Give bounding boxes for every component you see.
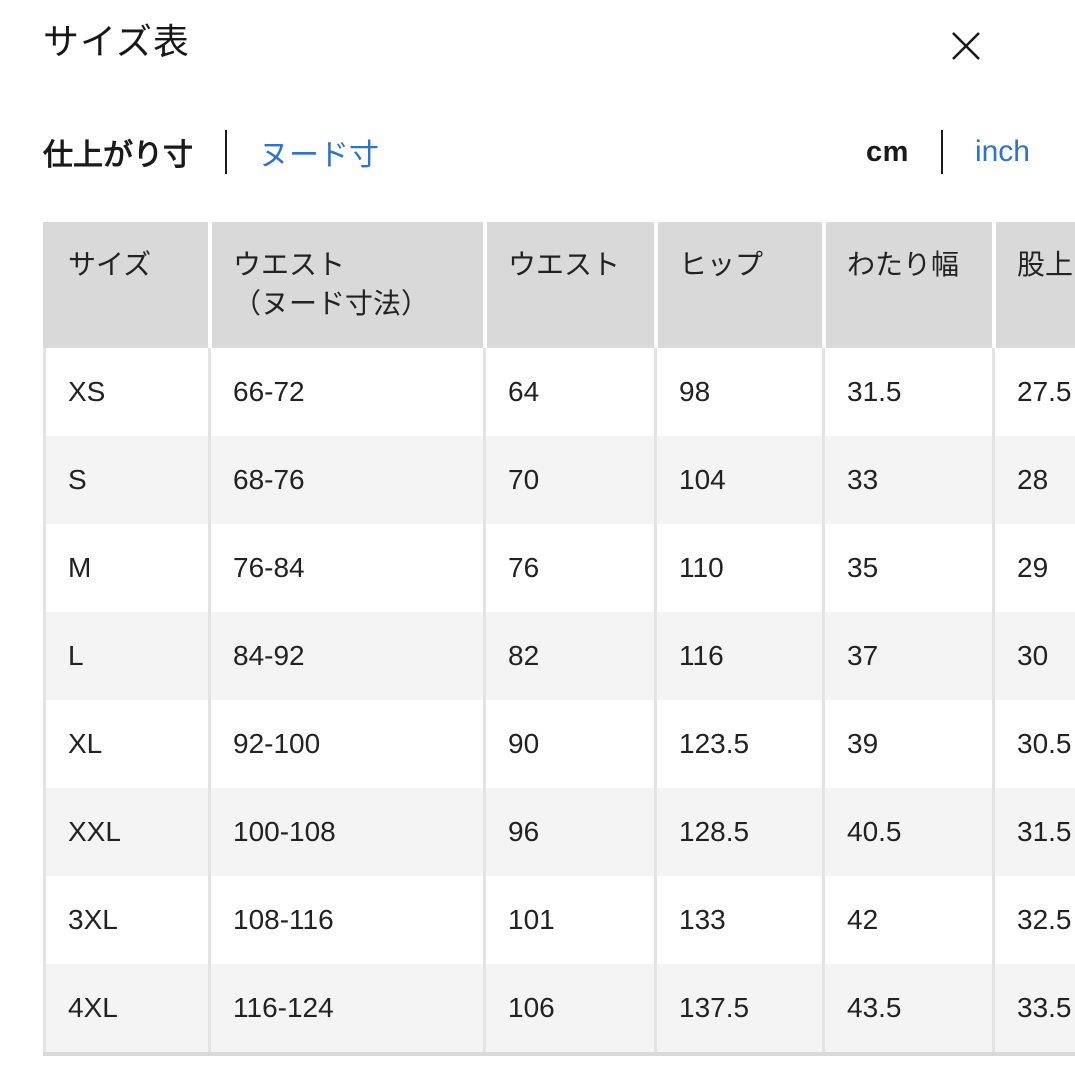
size-cell: XXL — [43, 788, 208, 876]
value-cell: 128.5 — [654, 788, 822, 876]
size-table-scroll-area[interactable]: サイズ ウエスト （ヌード寸法） ウエスト ヒップ わたり幅 股上 XS 66-72 64 98 3… — [43, 222, 1075, 1056]
value-cell: 116 — [654, 612, 822, 700]
value-cell: 116-124 — [208, 964, 483, 1052]
value-cell: 110 — [654, 524, 822, 612]
measurement-option-finished[interactable]: 仕上がり寸 — [43, 139, 193, 172]
value-cell: 137.5 — [654, 964, 822, 1052]
size-cell: S — [43, 436, 208, 524]
column-header: 股上 — [992, 222, 1075, 348]
column-header: ウエスト — [483, 222, 654, 348]
value-cell: 32.5 — [992, 876, 1075, 964]
value-cell: 33 — [822, 436, 992, 524]
value-cell: 39 — [822, 700, 992, 788]
table-row: XL 92-100 90 123.5 39 30.5 — [43, 700, 1075, 788]
value-cell: 76 — [483, 524, 654, 612]
toggle-divider — [940, 130, 943, 174]
measurement-option-nude[interactable]: ヌード寸 — [259, 139, 379, 172]
value-cell: 28 — [992, 436, 1075, 524]
close-icon — [948, 28, 984, 64]
unit-toggle: cm inch — [866, 130, 1030, 174]
column-header: ヒップ — [654, 222, 822, 348]
value-cell: 30 — [992, 612, 1075, 700]
value-cell: 33.5 — [992, 964, 1075, 1052]
value-cell: 66-72 — [208, 348, 483, 436]
unit-option-inch[interactable]: inch — [974, 135, 1030, 168]
value-cell: 104 — [654, 436, 822, 524]
value-cell: 98 — [654, 348, 822, 436]
value-cell: 31.5 — [822, 348, 992, 436]
size-table-body: XS 66-72 64 98 31.5 27.5 S 68-76 70 104 33 28 M 76-84… — [43, 348, 1075, 1052]
size-cell: M — [43, 524, 208, 612]
value-cell: 68-76 — [208, 436, 483, 524]
table-row: M 76-84 76 110 35 29 — [43, 524, 1075, 612]
toggle-divider — [225, 130, 227, 174]
close-button[interactable] — [944, 24, 988, 68]
value-cell: 76-84 — [208, 524, 483, 612]
value-cell: 133 — [654, 876, 822, 964]
chart-controls: 仕上がり寸 ヌード寸 cm inch — [43, 128, 1030, 176]
value-cell: 37 — [822, 612, 992, 700]
size-cell: L — [43, 612, 208, 700]
size-cell: XL — [43, 700, 208, 788]
table-row: XS 66-72 64 98 31.5 27.5 — [43, 348, 1075, 436]
column-header: わたり幅 — [822, 222, 992, 348]
value-cell: 64 — [483, 348, 654, 436]
value-cell: 42 — [822, 876, 992, 964]
table-row: L 84-92 82 116 37 30 — [43, 612, 1075, 700]
value-cell: 43.5 — [822, 964, 992, 1052]
value-cell: 35 — [822, 524, 992, 612]
value-cell: 106 — [483, 964, 654, 1052]
table-row: XXL 100-108 96 128.5 40.5 31.5 — [43, 788, 1075, 876]
table-row: S 68-76 70 104 33 28 — [43, 436, 1075, 524]
size-cell: 4XL — [43, 964, 208, 1052]
value-cell: 90 — [483, 700, 654, 788]
value-cell: 100-108 — [208, 788, 483, 876]
value-cell: 108-116 — [208, 876, 483, 964]
column-header: サイズ — [43, 222, 208, 348]
value-cell: 84-92 — [208, 612, 483, 700]
size-table: サイズ ウエスト （ヌード寸法） ウエスト ヒップ わたり幅 股上 XS 66-72 64 98 3… — [43, 222, 1075, 1052]
column-header: ウエスト （ヌード寸法） — [208, 222, 483, 348]
table-row: 3XL 108-116 101 133 42 32.5 — [43, 876, 1075, 964]
value-cell: 123.5 — [654, 700, 822, 788]
table-row: 4XL 116-124 106 137.5 43.5 33.5 — [43, 964, 1075, 1052]
value-cell: 96 — [483, 788, 654, 876]
size-cell: 3XL — [43, 876, 208, 964]
size-cell: XS — [43, 348, 208, 436]
modal-title: サイズ表 — [43, 21, 190, 62]
value-cell: 70 — [483, 436, 654, 524]
value-cell: 101 — [483, 876, 654, 964]
unit-option-cm[interactable]: cm — [866, 135, 909, 168]
value-cell: 30.5 — [992, 700, 1075, 788]
measurement-toggle: 仕上がり寸 ヌード寸 — [43, 130, 379, 174]
value-cell: 40.5 — [822, 788, 992, 876]
size-table-header-row: サイズ ウエスト （ヌード寸法） ウエスト ヒップ わたり幅 股上 — [43, 222, 1075, 348]
value-cell: 31.5 — [992, 788, 1075, 876]
value-cell: 92-100 — [208, 700, 483, 788]
value-cell: 27.5 — [992, 348, 1075, 436]
value-cell: 82 — [483, 612, 654, 700]
value-cell: 29 — [992, 524, 1075, 612]
